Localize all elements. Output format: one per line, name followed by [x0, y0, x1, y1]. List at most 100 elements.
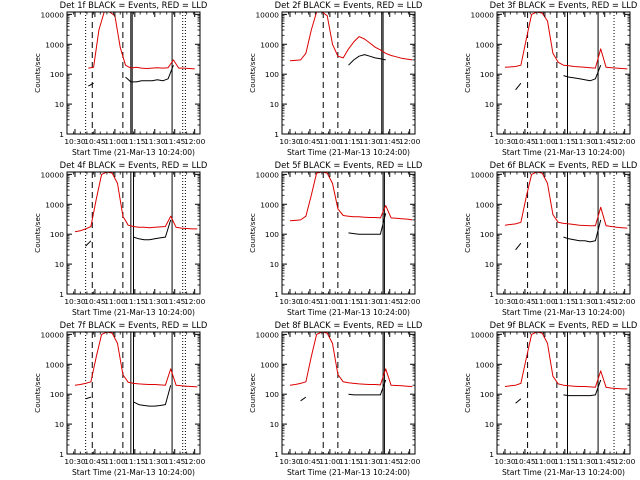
y-tick-label: 1000: [475, 200, 494, 209]
y-tick-label: 1: [274, 130, 279, 139]
x-tick-label: 10:30: [494, 137, 516, 146]
x-tick-label: 10:30: [64, 457, 86, 466]
chart-panel-6: Det 6f BLACK = Events, RED = LLD Counts/s…: [463, 160, 637, 317]
x-tick-label: 12:00: [399, 457, 421, 466]
x-tick-label: 10:45: [84, 297, 106, 306]
x-tick-label: 12:00: [399, 297, 421, 306]
y-tick-label: 10000: [255, 170, 279, 179]
x-tick-label: 11:30: [144, 457, 166, 466]
y-tick-label: 1: [274, 290, 279, 299]
y-tick-label: 10000: [40, 330, 64, 339]
y-tick-label: 10: [485, 260, 495, 269]
x-tick-label: 10:45: [299, 137, 321, 146]
x-tick-label: 11:30: [144, 137, 166, 146]
x-tick-label: 12:00: [399, 137, 421, 146]
chart-title: Det 3f BLACK = Events, RED = LLD: [490, 0, 638, 10]
y-tick-label: 100: [265, 230, 279, 239]
y-axis-label: Counts/sec: [248, 213, 257, 253]
series-line-lld: [289, 11, 413, 62]
chart-panel-1: Det 1f BLACK = Events, RED = LLD Counts/s…: [33, 0, 207, 157]
series-line-events: [515, 379, 602, 404]
series-line-lld: [504, 171, 628, 229]
y-tick-label: 1000: [475, 360, 494, 369]
y-tick-label: 10000: [40, 10, 64, 19]
y-tick-label: 10: [270, 420, 280, 429]
x-axis-label: Start Time (21-Mar-13 10:24:00): [72, 468, 195, 477]
x-tick-label: 11:45: [164, 137, 186, 146]
y-tick-label: 1: [59, 290, 64, 299]
x-tick-label: 11:45: [379, 457, 401, 466]
y-tick-label: 10: [55, 100, 65, 109]
x-tick-label: 10:45: [299, 297, 321, 306]
x-tick-label: 11:15: [124, 137, 146, 146]
plot-frame: [66, 11, 201, 135]
y-tick-label: 10000: [40, 170, 64, 179]
y-tick-label: 1000: [45, 360, 64, 369]
series-line-events: [88, 65, 174, 87]
y-axis-label: Counts/sec: [33, 213, 42, 253]
y-tick-label: 10: [270, 260, 280, 269]
x-axis-label: Start Time (21-Mar-13 10:24:00): [502, 468, 625, 477]
series-line-events: [515, 219, 602, 251]
x-tick-label: 11:15: [339, 457, 361, 466]
x-tick-label: 11:45: [379, 137, 401, 146]
chart-title: Det 4f BLACK = Events, RED = LLD: [60, 160, 208, 170]
x-tick-label: 10:30: [494, 457, 516, 466]
x-tick-label: 10:30: [494, 297, 516, 306]
x-tick-label: 10:30: [279, 297, 301, 306]
y-tick-label: 10: [485, 420, 495, 429]
y-tick-label: 10: [270, 100, 280, 109]
y-tick-label: 100: [50, 230, 64, 239]
x-tick-label: 11:30: [359, 457, 381, 466]
y-tick-label: 1: [489, 290, 494, 299]
x-tick-label: 11:30: [574, 137, 596, 146]
y-tick-label: 10: [55, 420, 65, 429]
series-line-events: [85, 385, 172, 407]
x-axis-label: Start Time (21-Mar-13 10:24:00): [72, 148, 195, 157]
series-line-lld: [289, 331, 413, 387]
series-line-lld: [74, 171, 198, 233]
y-tick-label: 100: [50, 390, 64, 399]
x-tick-label: 12:00: [184, 297, 206, 306]
chart-title: Det 9f BLACK = Events, RED = LLD: [490, 320, 638, 330]
chart-title: Det 7f BLACK = Events, RED = LLD: [60, 320, 208, 330]
x-tick-label: 11:45: [164, 457, 186, 466]
x-tick-label: 12:00: [184, 137, 206, 146]
series-line-events: [85, 219, 172, 247]
series-line-events: [348, 54, 386, 66]
plot-frame: [281, 331, 416, 455]
y-tick-label: 1000: [45, 200, 64, 209]
y-tick-label: 1000: [45, 40, 64, 49]
x-tick-label: 12:00: [614, 297, 636, 306]
plot-frame: [496, 331, 631, 455]
x-tick-label: 10:45: [514, 137, 536, 146]
plot-frame: [281, 11, 416, 135]
x-tick-label: 11:30: [359, 297, 381, 306]
series-line-events: [515, 65, 602, 91]
y-axis-label: Counts/sec: [463, 373, 472, 413]
y-tick-label: 100: [50, 70, 64, 79]
x-tick-label: 10:30: [64, 137, 86, 146]
chart-panel-7: Det 7f BLACK = Events, RED = LLD Counts/s…: [33, 320, 207, 477]
y-tick-label: 100: [265, 390, 279, 399]
x-tick-label: 11:45: [164, 297, 186, 306]
y-tick-label: 10000: [470, 330, 494, 339]
chart-title: Det 8f BLACK = Events, RED = LLD: [275, 320, 423, 330]
series-line-lld: [88, 11, 195, 70]
x-axis-label: Start Time (21-Mar-13 10:24:00): [72, 308, 195, 317]
x-tick-label: 10:45: [514, 457, 536, 466]
series-line-events: [348, 213, 387, 235]
x-tick-label: 10:45: [299, 457, 321, 466]
x-tick-label: 10:45: [84, 457, 106, 466]
y-tick-label: 10000: [470, 10, 494, 19]
x-tick-label: 11:45: [594, 457, 616, 466]
x-tick-label: 11:00: [319, 297, 341, 306]
series-line-lld: [504, 331, 628, 390]
plot-frame: [496, 171, 631, 295]
y-tick-label: 1000: [475, 40, 494, 49]
y-tick-label: 100: [480, 70, 494, 79]
x-tick-label: 11:00: [104, 457, 126, 466]
y-tick-label: 1: [274, 450, 279, 459]
x-tick-label: 10:30: [279, 137, 301, 146]
y-tick-label: 1: [489, 450, 494, 459]
